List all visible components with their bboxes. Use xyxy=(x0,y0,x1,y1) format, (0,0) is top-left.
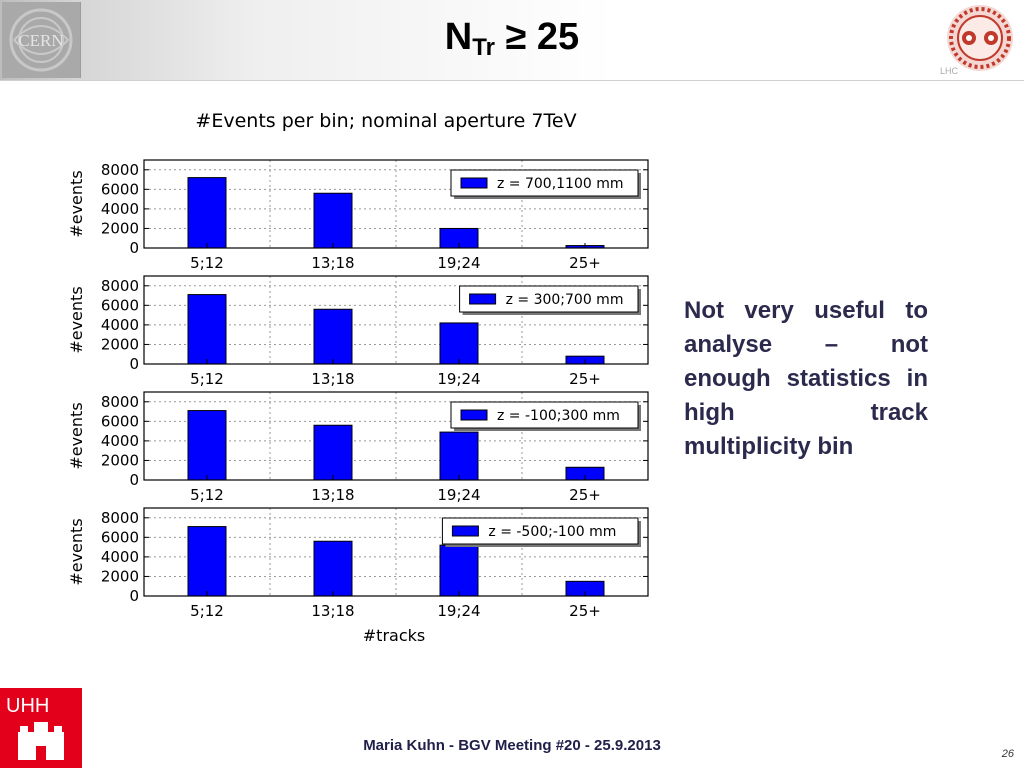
x-axis-label: #tracks xyxy=(363,626,425,645)
footer-text: Maria Kuhn - BGV Meeting #20 - 25.9.2013 xyxy=(363,737,661,754)
bar xyxy=(313,192,353,249)
legend-label: z = 700,1100 mm xyxy=(497,176,624,192)
x-tick-label: 19;24 xyxy=(437,370,480,388)
y-tick-label: 0 xyxy=(129,587,139,605)
bar xyxy=(439,544,479,597)
lhc-logo: LHC xyxy=(936,0,1022,80)
y-tick-label: 4000 xyxy=(101,432,139,450)
y-tick-label: 0 xyxy=(129,471,139,489)
y-tick-label: 6000 xyxy=(101,528,139,546)
y-tick-label: 6000 xyxy=(101,180,139,198)
y-tick-label: 2000 xyxy=(101,567,139,585)
cern-logo-graphic: CERN xyxy=(9,8,73,72)
title-rest: ≥ 25 xyxy=(494,16,580,58)
y-tick-label: 0 xyxy=(129,355,139,373)
y-tick-label: 6000 xyxy=(101,296,139,314)
legend-swatch xyxy=(460,409,488,421)
y-axis-label: #events xyxy=(67,286,86,353)
axes-frame xyxy=(143,159,649,249)
legend-swatch xyxy=(469,293,497,305)
uhh-logo: UHH xyxy=(0,688,82,768)
uhh-logo-graphic: UHH xyxy=(6,695,64,760)
axes-frame xyxy=(143,275,649,365)
lhc-logo-graphic: LHC xyxy=(940,5,1013,76)
chart-figure: #Events per bin; nominal aperture 7TeV 0… xyxy=(67,110,649,645)
slide-header: CERN NTr ≥ 25 LHC xyxy=(0,0,1024,81)
y-tick-label: 8000 xyxy=(101,509,139,527)
x-tick-label: 25+ xyxy=(569,370,601,388)
bar xyxy=(187,410,227,481)
bar xyxy=(439,322,479,365)
x-tick-label: 25+ xyxy=(569,486,601,504)
title-subscript: Tr xyxy=(472,34,495,61)
legend-swatch xyxy=(451,525,479,537)
y-axis-label: #events xyxy=(67,170,86,237)
cern-logo-text: CERN xyxy=(18,31,63,50)
y-tick-label: 2000 xyxy=(101,335,139,353)
page-number: 26 xyxy=(1001,748,1014,760)
x-tick-label: 19;24 xyxy=(437,602,480,620)
y-tick-label: 2000 xyxy=(101,219,139,237)
uhh-logo-text: UHH xyxy=(6,695,49,717)
y-tick-label: 4000 xyxy=(101,200,139,218)
bar xyxy=(187,526,227,597)
x-tick-label: 5;12 xyxy=(190,486,224,504)
y-tick-label: 0 xyxy=(129,239,139,257)
axes-frame xyxy=(143,391,649,481)
y-tick-label: 2000 xyxy=(101,451,139,469)
bar xyxy=(313,540,353,597)
x-tick-label: 13;18 xyxy=(311,486,354,504)
legend-label: z = -500;-100 mm xyxy=(488,524,616,540)
y-axis-label: #events xyxy=(67,402,86,469)
y-tick-label: 4000 xyxy=(101,548,139,566)
legend-swatch xyxy=(460,177,488,189)
x-tick-label: 19;24 xyxy=(437,254,480,272)
y-tick-label: 4000 xyxy=(101,316,139,334)
y-tick-label: 8000 xyxy=(101,277,139,295)
x-tick-label: 13;18 xyxy=(311,254,354,272)
bar xyxy=(313,424,353,481)
legend-label: z = 300;700 mm xyxy=(506,292,624,308)
x-tick-label: 5;12 xyxy=(190,254,224,272)
x-tick-label: 25+ xyxy=(569,602,601,620)
y-axis-label: #events xyxy=(67,518,86,585)
x-tick-label: 25+ xyxy=(569,254,601,272)
x-tick-label: 5;12 xyxy=(190,370,224,388)
title-main: N xyxy=(444,16,473,58)
bar xyxy=(313,308,353,365)
bar xyxy=(187,294,227,365)
chart-title: #Events per bin; nominal aperture 7TeV xyxy=(195,110,576,132)
axes-frame xyxy=(143,507,649,597)
x-tick-label: 19;24 xyxy=(437,486,480,504)
y-tick-label: 8000 xyxy=(101,393,139,411)
legend-label: z = -100;300 mm xyxy=(497,408,620,424)
x-tick-label: 13;18 xyxy=(311,370,354,388)
bar xyxy=(439,431,479,481)
lhc-logo-text: LHC xyxy=(940,66,959,76)
side-commentary: Not very useful to analyse – not enough … xyxy=(684,297,928,460)
slide-title: NTr ≥ 25 xyxy=(0,16,1024,62)
x-tick-label: 13;18 xyxy=(311,602,354,620)
cern-logo: CERN xyxy=(2,2,81,78)
y-tick-label: 6000 xyxy=(101,412,139,430)
x-tick-label: 5;12 xyxy=(190,602,224,620)
y-tick-label: 8000 xyxy=(101,161,139,179)
bar xyxy=(187,177,227,249)
